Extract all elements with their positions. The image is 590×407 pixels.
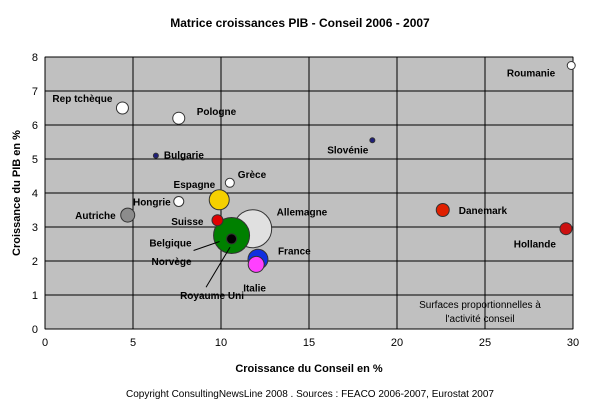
x-tick-label: 5 (130, 337, 136, 349)
y-tick-label: 0 (32, 324, 38, 336)
point-label-16: Danemark (459, 206, 508, 217)
x-tick-label: 0 (42, 337, 48, 349)
point-label-5: Grèce (238, 170, 267, 181)
leader-lines (193, 241, 231, 288)
x-tick-label: 15 (303, 337, 315, 349)
point-5 (224, 177, 235, 188)
point-14 (247, 255, 265, 273)
data-points (115, 61, 576, 273)
point-4 (369, 137, 376, 144)
point-9 (211, 214, 224, 227)
point-0 (115, 101, 129, 115)
point-label-17: Hollande (514, 240, 557, 251)
point-labels: Rep tchèque Pologne Roumanie Bulgarie Slovén… (52, 69, 556, 303)
point-label-8: Autriche (75, 211, 116, 222)
point-1 (172, 111, 186, 125)
point-2 (566, 61, 576, 70)
point-label-6: Espagne (174, 180, 216, 191)
leader-line-belgique (193, 241, 220, 251)
y-tick-label: 7 (32, 86, 38, 98)
point-8 (120, 207, 136, 223)
point-label-4: Slovénie (327, 145, 369, 156)
axis-ticks: 0 1 2 3 4 5 6 7 8 0 5 10 15 20 25 30 (32, 52, 579, 349)
note-line-2: l'activité conseil (445, 314, 514, 325)
x-tick-label: 25 (479, 337, 491, 349)
point-7 (173, 196, 185, 207)
point-label-2: Roumanie (507, 69, 556, 80)
point-6 (208, 189, 230, 211)
point-label-13: France (278, 246, 311, 257)
point-label-11: Belgique (149, 239, 192, 250)
point-label-7: Hongrie (133, 198, 171, 209)
y-tick-label: 6 (32, 120, 38, 132)
point-3 (152, 152, 159, 159)
point-12 (226, 233, 238, 245)
note-line-1: Surfaces proportionnelles à (419, 300, 541, 311)
y-tick-label: 5 (32, 154, 38, 166)
point-16 (435, 203, 450, 217)
point-label-14: Italie (243, 283, 266, 294)
point-label-0: Rep tchèque (52, 94, 112, 105)
leader-line-royaume-uni (205, 246, 231, 288)
point-label-3: Bulgarie (164, 151, 204, 162)
y-tick-label: 2 (32, 256, 38, 268)
y-axis-label: Croissance du PIB en % (11, 130, 23, 256)
y-tick-label: 8 (32, 52, 38, 64)
y-tick-label: 3 (32, 222, 38, 234)
x-tick-label: 20 (391, 337, 403, 349)
x-tick-label: 30 (567, 337, 579, 349)
grid-lines (44, 56, 574, 330)
x-axis-label: Croissance du Conseil en % (235, 363, 383, 375)
x-tick-label: 10 (215, 337, 227, 349)
chart-title: Matrice croissances PIB - Conseil 2006 -… (170, 16, 430, 30)
point-label-9: Suisse (171, 217, 204, 228)
point-label-10: Allemagne (277, 208, 328, 219)
point-label-12: Norvège (152, 257, 192, 268)
point-17 (559, 222, 573, 236)
point-label-15: Royaume Uni (180, 291, 244, 302)
point-label-1: Pologne (197, 107, 237, 118)
y-tick-label: 4 (32, 188, 38, 200)
y-tick-label: 1 (32, 290, 38, 302)
copyright-text: Copyright ConsultingNewsLine 2008 . Sour… (126, 389, 494, 400)
